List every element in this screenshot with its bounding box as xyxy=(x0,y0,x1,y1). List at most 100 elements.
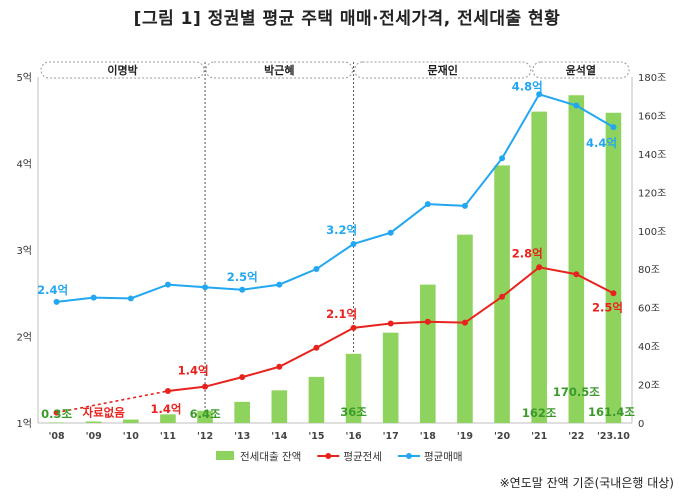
jeonse-point xyxy=(202,383,209,390)
period-label: 박근혜 xyxy=(264,63,294,77)
x-tick-label: '08 xyxy=(48,431,65,442)
data-label: 2.8억 xyxy=(512,246,543,260)
period-band xyxy=(40,61,205,79)
left-tick-label: 1억 xyxy=(16,418,32,430)
jeonse-point xyxy=(164,387,171,394)
maemae-point xyxy=(276,281,283,288)
data-label: 2.1억 xyxy=(326,307,357,321)
x-tick-label: '17 xyxy=(383,431,399,442)
x-tick-label: '21 xyxy=(531,431,547,442)
period-label: 문재인 xyxy=(427,63,457,77)
x-tick-label: '12 xyxy=(197,431,213,442)
maemae-point xyxy=(90,294,97,301)
legend-label: 전세대출 잔액 xyxy=(240,451,301,463)
data-label: 자료없음 xyxy=(83,406,126,420)
jeonse-point xyxy=(239,374,246,381)
jeonse-point xyxy=(424,318,431,325)
bar xyxy=(271,390,288,423)
legend-marker xyxy=(325,453,332,459)
right-tick-label: 40조 xyxy=(638,342,660,353)
bar xyxy=(568,95,585,423)
right-tick-label: 160조 xyxy=(638,111,666,122)
period-band xyxy=(205,61,354,79)
bar xyxy=(160,414,176,423)
maemae-point xyxy=(461,202,468,209)
maemae-point xyxy=(610,124,617,131)
jeonse-point xyxy=(573,271,580,278)
bar xyxy=(457,234,473,423)
jeonse-gap-line xyxy=(56,390,169,414)
maemae-point xyxy=(424,201,431,208)
right-tick-label: 180조 xyxy=(638,73,666,84)
x-tick-label: '22 xyxy=(568,431,584,442)
maemae-point xyxy=(127,295,134,302)
maemae-point xyxy=(573,102,580,109)
x-tick-label: '14 xyxy=(271,431,288,442)
chart-legend: 전세대출 잔액 평균전세 평균매매 xyxy=(216,451,463,463)
bar xyxy=(345,353,362,423)
bar-series xyxy=(48,95,622,424)
jeonse-point xyxy=(387,320,394,327)
jeonse-point xyxy=(536,264,543,271)
maemae-point xyxy=(499,155,506,162)
data-label: 0.3조 xyxy=(41,407,72,421)
right-tick-label: 60조 xyxy=(638,304,660,315)
x-tick-label: '10 xyxy=(123,431,140,442)
jeonse-point xyxy=(610,290,617,297)
x-tick-label: '13 xyxy=(234,431,250,442)
bar xyxy=(605,112,622,424)
jeonse-point xyxy=(53,409,60,416)
bar xyxy=(308,376,325,423)
data-label: 162조 xyxy=(522,406,557,420)
period-label: 이명박 xyxy=(107,63,137,77)
line-series xyxy=(53,91,617,416)
bar xyxy=(382,332,399,423)
data-label: 36조 xyxy=(340,405,367,419)
x-tick-label: '23.10 xyxy=(597,431,630,442)
legend-label: 평균매매 xyxy=(424,451,463,463)
data-label: 2.5억 xyxy=(592,300,623,314)
data-label: 3.2억 xyxy=(326,223,357,237)
right-tick-label: 140조 xyxy=(638,150,666,161)
jeonse-point xyxy=(276,363,283,370)
jeonse-point xyxy=(461,319,468,326)
right-tick-label: 20조 xyxy=(638,381,660,392)
right-tick-label: 0 xyxy=(638,419,644,430)
maemae-point xyxy=(239,286,246,293)
period-band xyxy=(532,61,630,79)
x-tick-label: '18 xyxy=(420,431,437,442)
x-tick-label: '20 xyxy=(494,431,511,442)
data-label: 4.4억 xyxy=(586,136,617,150)
maemae-point xyxy=(350,240,357,247)
bar xyxy=(85,421,102,423)
data-label: 4.8억 xyxy=(512,79,543,93)
bar xyxy=(234,401,250,423)
left-tick-label: 3억 xyxy=(16,245,32,257)
data-label: 170.5조 xyxy=(553,385,600,399)
source-note: ※연도말 잔액 기준(국내은행 대상) xyxy=(499,476,674,490)
jeonse-point xyxy=(499,293,506,300)
jeonse-point xyxy=(313,344,320,351)
maemae-line xyxy=(56,93,614,303)
legend-label: 평균전세 xyxy=(343,451,382,463)
data-labels: 2.4억 2.5억 3.2억 4.8억 4.4억 1.4억 1.4억 2.1억 2.8억 2.5억… xyxy=(37,79,635,421)
maemae-point xyxy=(387,229,394,236)
bar xyxy=(48,422,65,423)
x-tick-label: '09 xyxy=(86,431,102,442)
legend-marker xyxy=(405,453,412,459)
data-label: 161.4조 xyxy=(588,405,635,419)
maemae-point xyxy=(53,298,60,305)
x-tick-label: '11 xyxy=(160,431,176,442)
left-tick-label: 2억 xyxy=(16,332,32,344)
left-tick-label: 5억 xyxy=(16,72,32,84)
period-band xyxy=(354,61,532,79)
maemae-point xyxy=(164,281,171,288)
x-tick-label: '19 xyxy=(457,431,473,442)
right-tick-label: 120조 xyxy=(638,188,666,199)
maemae-point xyxy=(313,266,320,273)
bar xyxy=(197,410,213,423)
data-label: 6.4조 xyxy=(190,407,221,421)
data-label: 1.4억 xyxy=(150,402,181,416)
x-tick-label: '16 xyxy=(345,431,362,442)
